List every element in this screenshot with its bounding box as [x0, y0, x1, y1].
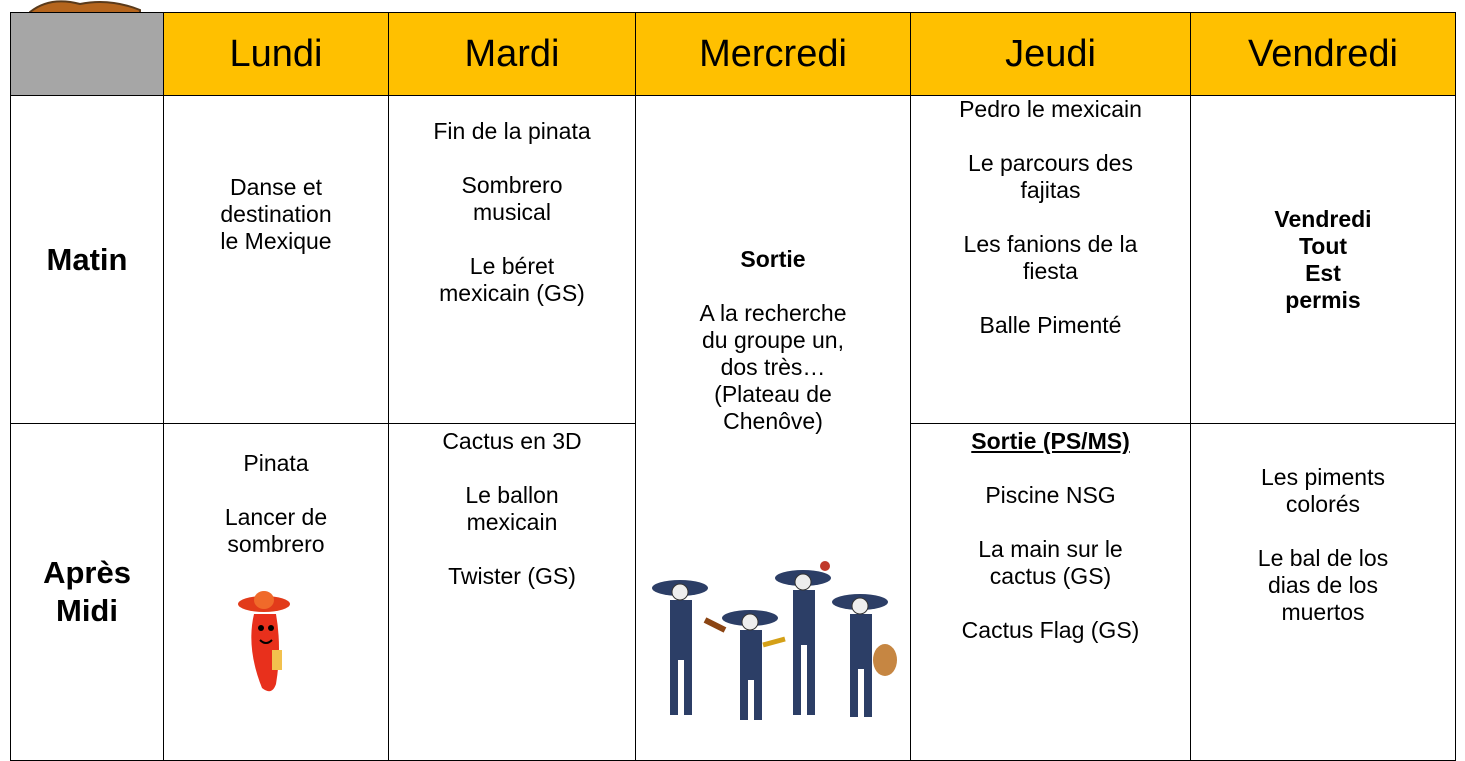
day-header: Vendredi — [1190, 12, 1456, 96]
row-label-line: Après — [43, 555, 131, 590]
activity-cell: Pinata Lancer de sombrero — [163, 423, 389, 761]
activity: Le bal de los dias de los muertos — [1258, 545, 1388, 626]
row-label-line: Midi — [56, 593, 118, 628]
activity: Pedro le mexicain — [959, 96, 1142, 123]
activity-line: Cactus en 3D — [442, 428, 582, 454]
day-header: Mardi — [388, 12, 636, 96]
activity-cell: Cactus en 3D Le ballon mexicain Twister (GS… — [388, 423, 636, 761]
activity: Twister (GS) — [448, 563, 576, 590]
activity-line: Le parcours des — [968, 150, 1133, 176]
activity-line: Sombrero — [461, 172, 563, 198]
activity-line: Twister (GS) — [448, 563, 576, 589]
activity-line: mexicain — [466, 509, 558, 535]
activity: Les fanions de la fiesta — [964, 231, 1138, 285]
row-label: Matin — [10, 95, 164, 424]
activity-line: A la recherche — [699, 300, 847, 326]
activity: Danse et destination le Mexique — [220, 174, 331, 255]
activity-line: Pedro le mexicain — [959, 96, 1142, 122]
activity-cell: Pedro le mexicain Le parcours des fajitas L… — [910, 95, 1191, 424]
activity-line: colorés — [1285, 491, 1361, 517]
activity-line: Le béret — [469, 253, 555, 279]
activity-line: (Plateau de — [714, 381, 832, 407]
activity-line: fiesta — [1023, 258, 1078, 284]
activity: Le parcours des fajitas — [968, 150, 1133, 204]
activity-line: mexicain (GS) — [439, 280, 585, 306]
activity-line: Balle Pimenté — [979, 312, 1122, 338]
activity: Les piments colorés — [1261, 464, 1385, 518]
activity: A la recherche du groupe un, dos très… (Pla… — [699, 300, 846, 435]
activity: La main sur le cactus (GS) — [978, 536, 1122, 590]
page: Lundi Mardi Mercredi Jeudi Vendredi Matin Dans… — [10, 0, 1456, 761]
pepper-illustration — [238, 591, 290, 692]
activity: Sortie — [740, 246, 805, 273]
day-header: Mercredi — [635, 12, 911, 96]
activity-line: musical — [473, 199, 551, 225]
activity-cell: Sortie (PS/MS) Piscine NSG La main sur le c… — [910, 423, 1191, 761]
activity-line: Les fanions de la — [963, 231, 1138, 257]
activity: Cactus en 3D — [442, 428, 581, 455]
activity-cell: Vendredi Tout Est permis — [1190, 95, 1456, 424]
activity: Sortie (PS/MS) — [971, 428, 1129, 455]
activity-line: Pinata — [243, 450, 309, 476]
activity-line: destination — [220, 201, 332, 227]
activity-line: dos très… — [720, 354, 826, 380]
activity-line: muertos — [1281, 599, 1365, 625]
activity-line: Le ballon — [465, 482, 559, 508]
activity: Cactus Flag (GS) — [962, 617, 1140, 644]
mariachi-illustration — [652, 561, 897, 720]
activity-line: sombrero — [227, 531, 325, 557]
activity-line: Chenôve) — [723, 408, 823, 434]
activity-line: Le bal de los — [1257, 545, 1389, 571]
activity-cell: Sortie A la recherche du groupe un, dos trè… — [635, 95, 911, 761]
activity-line: Piscine NSG — [985, 482, 1116, 508]
activity-line: Cactus Flag (GS) — [961, 617, 1140, 643]
activity-line: du groupe un, — [702, 327, 844, 353]
activity-line: Danse et — [229, 174, 323, 200]
decoration — [29, 0, 141, 14]
activity-cell: Danse et destination le Mexique — [163, 95, 389, 424]
activity: Balle Pimenté — [980, 312, 1122, 339]
activity-line: dias de los — [1268, 572, 1378, 598]
activity-line: Sortie — [740, 246, 806, 272]
activity: Le ballon mexicain — [465, 482, 558, 536]
activity-line: Vendredi — [1274, 205, 1372, 232]
activity: Piscine NSG — [985, 482, 1115, 509]
activity-line: Les piments — [1260, 464, 1385, 490]
activity-line: La main sur le — [978, 536, 1123, 562]
day-header: Jeudi — [910, 12, 1191, 96]
activity-line: Lancer de — [224, 504, 328, 530]
activity-line: Fin de la pinata — [433, 118, 591, 144]
activity: Fin de la pinata — [433, 118, 590, 145]
activity-line: Est — [1305, 259, 1341, 286]
activity: Pinata — [243, 450, 308, 477]
row-label: Après Midi — [10, 423, 164, 761]
activity: Le béret mexicain (GS) — [439, 253, 585, 307]
day-header: Lundi — [163, 12, 389, 96]
activity: Vendredi Tout Est permis — [1274, 206, 1371, 314]
activity-line: Sortie (PS/MS) — [971, 428, 1130, 454]
activity-line: le Mexique — [220, 228, 332, 254]
corner-cell — [10, 12, 164, 96]
activity: Sombrero musical — [462, 172, 563, 226]
activity-line: Tout — [1298, 232, 1348, 259]
activity: Lancer de sombrero — [225, 504, 327, 558]
activity-line: cactus (GS) — [989, 563, 1112, 589]
activity-line: permis — [1285, 286, 1361, 313]
row-label-line: Matin — [46, 241, 128, 277]
activity-cell: Fin de la pinata Sombrero musical Le béret m… — [388, 95, 636, 424]
activity-line: fajitas — [1020, 177, 1081, 203]
activity-cell: Les piments colorés Le bal de los dias de l… — [1190, 423, 1456, 761]
